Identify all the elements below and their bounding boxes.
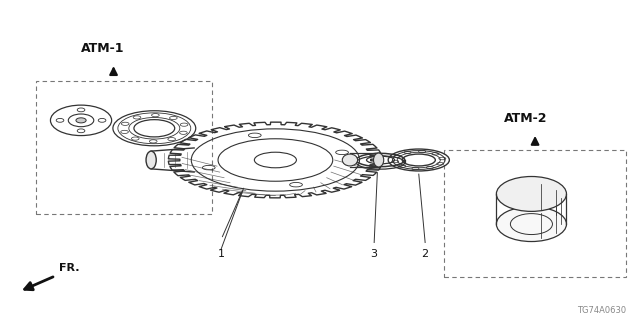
Ellipse shape: [497, 207, 566, 242]
Text: 2: 2: [422, 249, 429, 259]
Ellipse shape: [76, 118, 86, 123]
Ellipse shape: [497, 177, 566, 212]
Text: 3: 3: [371, 249, 378, 259]
Ellipse shape: [342, 154, 358, 166]
Bar: [444, 150, 626, 277]
Text: 1: 1: [218, 249, 225, 259]
Ellipse shape: [146, 151, 156, 169]
Bar: [36, 81, 212, 214]
Text: ATM-1: ATM-1: [81, 42, 125, 55]
Text: ATM-2: ATM-2: [504, 112, 548, 125]
Text: FR.: FR.: [59, 263, 79, 273]
Ellipse shape: [374, 153, 384, 167]
Text: TG74A0630: TG74A0630: [577, 307, 626, 316]
